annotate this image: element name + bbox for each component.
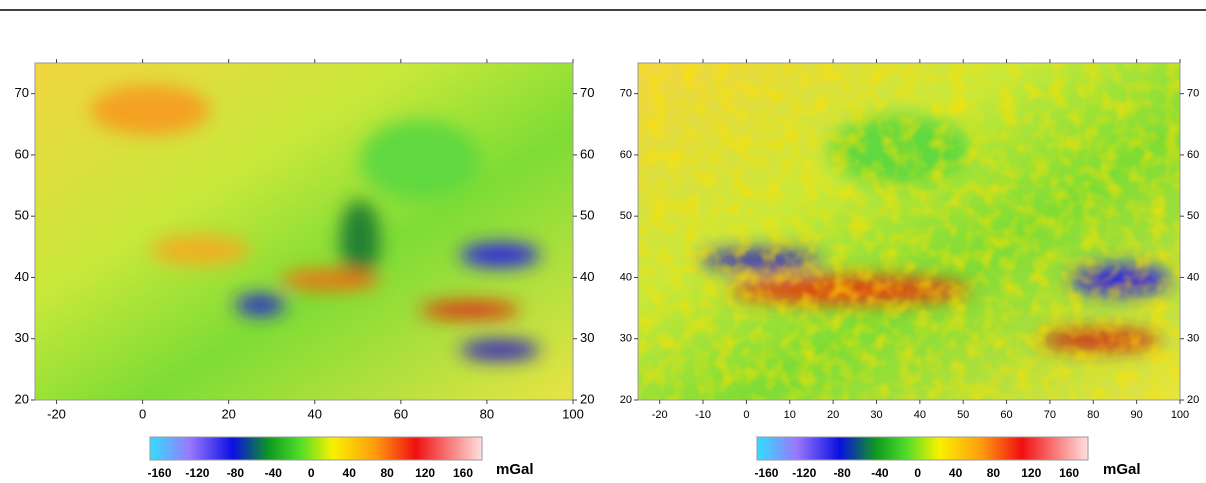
colorbar-label: 120: [1021, 466, 1041, 480]
y-tick-label: 50: [1187, 210, 1199, 222]
x-tick-label: -20: [47, 406, 66, 421]
y-tick-label: 50: [580, 208, 594, 223]
colorbar-label: -40: [265, 466, 283, 480]
y-tick-label: 40: [620, 271, 632, 283]
y-tick-label: 30: [1187, 333, 1199, 345]
colorbar-label: -160: [754, 466, 778, 480]
x-tick-label: -10: [695, 409, 711, 421]
y-tick-label: 30: [580, 330, 594, 345]
y-tick-label: 40: [1187, 271, 1199, 283]
y-tick-label: 40: [15, 269, 29, 284]
colorbar: [149, 436, 483, 461]
y-tick-label: 30: [15, 330, 29, 345]
x-tick-label: 90: [1131, 409, 1143, 421]
x-tick-label: -20: [652, 409, 668, 421]
map-image: [638, 63, 1180, 400]
colorbar-label: 120: [415, 466, 435, 480]
colorbar-label: 80: [987, 466, 1001, 480]
colorbar-label: -80: [833, 466, 851, 480]
map-frame: [637, 62, 1181, 401]
x-tick-label: 40: [308, 406, 322, 421]
colorbar-label: -160: [147, 466, 171, 480]
colorbar-label: -120: [792, 466, 816, 480]
y-tick-label: 60: [580, 146, 594, 161]
map-image: [35, 63, 573, 400]
x-tick-label: 70: [1044, 409, 1056, 421]
y-tick-label: 50: [620, 210, 632, 222]
y-tick-label: 50: [15, 208, 29, 223]
x-tick-label: 80: [1087, 409, 1099, 421]
x-tick-label: 30: [870, 409, 882, 421]
x-tick-label: 20: [221, 406, 235, 421]
colorbar-label: 0: [914, 466, 921, 480]
x-tick-label: 80: [480, 406, 494, 421]
x-tick-label: 40: [914, 409, 926, 421]
x-tick-label: 10: [784, 409, 796, 421]
x-tick-label: 0: [139, 406, 146, 421]
colorbar: [756, 436, 1089, 461]
x-tick-label: 60: [394, 406, 408, 421]
y-tick-label: 20: [620, 394, 632, 406]
colorbar-unit: mGal: [496, 461, 534, 478]
x-tick-label: 100: [1171, 409, 1189, 421]
colorbar-label: 80: [380, 466, 394, 480]
y-tick-label: 20: [15, 391, 29, 406]
y-tick-label: 40: [580, 269, 594, 284]
x-tick-label: 0: [743, 409, 749, 421]
colorbar-label: 40: [949, 466, 963, 480]
colorbar-label: -80: [227, 466, 245, 480]
y-tick-label: 70: [1187, 88, 1199, 100]
y-tick-label: 60: [620, 149, 632, 161]
y-tick-label: 20: [1187, 394, 1199, 406]
colorbar-unit: mGal: [1103, 461, 1141, 478]
y-tick-label: 70: [15, 85, 29, 100]
x-tick-label: 60: [1000, 409, 1012, 421]
colorbar-label: 160: [1059, 466, 1079, 480]
y-tick-label: 70: [620, 88, 632, 100]
colorbar-label: -40: [871, 466, 889, 480]
x-tick-label: 100: [562, 406, 584, 421]
y-tick-label: 60: [15, 146, 29, 161]
map-frame: [34, 62, 574, 401]
colorbar-label: -120: [185, 466, 209, 480]
x-tick-label: 20: [827, 409, 839, 421]
colorbar-label: 160: [453, 466, 473, 480]
y-tick-label: 20: [580, 391, 594, 406]
y-tick-label: 30: [620, 333, 632, 345]
y-tick-label: 60: [1187, 149, 1199, 161]
colorbar-label: 0: [308, 466, 315, 480]
colorbar-label: 40: [343, 466, 357, 480]
x-tick-label: 50: [957, 409, 969, 421]
y-tick-label: 70: [580, 85, 594, 100]
